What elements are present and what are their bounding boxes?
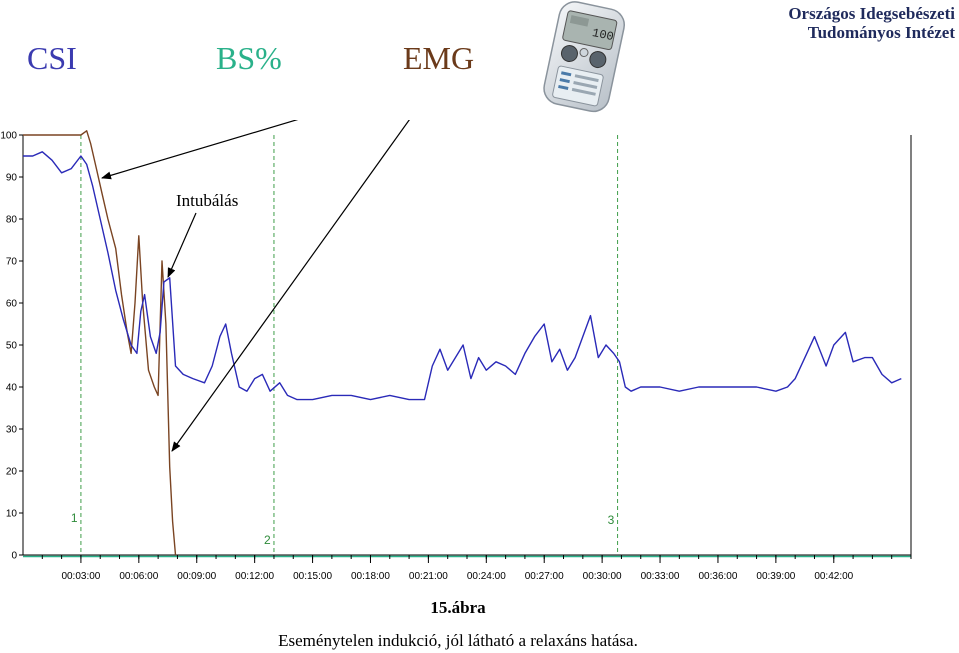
legend-csi: CSI (27, 40, 77, 76)
intubation-arrow (167, 212, 197, 278)
series-line-csi (23, 151, 902, 401)
x-tick-label: 00:03:00 (61, 571, 100, 582)
event-markers: 1 2 3 (71, 135, 619, 555)
x-tick-label: 00:33:00 (641, 571, 680, 582)
y-tick-label: 0 (11, 551, 17, 562)
x-tick-label: 00:30:00 (583, 571, 622, 582)
x-tick-label: 00:27:00 (525, 571, 564, 582)
y-tick-label: 100 (0, 131, 17, 142)
x-tick-label: 00:36:00 (698, 571, 737, 582)
y-tick-label: 30 (6, 425, 18, 436)
y-tick-label: 80 (6, 215, 18, 226)
x-tick-label: 00:42:00 (814, 571, 853, 582)
institute-line-2: Tudományos Intézet (807, 23, 955, 42)
x-tick-label: 00:24:00 (467, 571, 506, 582)
x-tick-label: 00:39:00 (756, 571, 795, 582)
y-axis: 0 10 20 30 40 50 60 70 80 90 100 (0, 131, 24, 562)
y-tick-label: 60 (6, 299, 18, 310)
x-tick-label: 00:06:00 (119, 571, 158, 582)
legend-emg: EMG (403, 40, 475, 76)
figure-caption: Eseménytelen indukció, jól látható a rel… (278, 631, 638, 650)
event-marker-label: 3 (608, 513, 615, 527)
emg-arrow-1 (101, 120, 299, 180)
institute-line-1: Országos Idegsebészeti (788, 4, 955, 23)
cerebral-state-monitor-device-icon: 100 (543, 1, 626, 113)
x-tick-label: 00:18:00 (351, 571, 390, 582)
y-tick-label: 70 (6, 257, 18, 268)
series-line-emg (23, 130, 177, 556)
legend-bs-percent: BS% (216, 40, 282, 76)
x-tick-label: 00:12:00 (235, 571, 274, 582)
emg-arrow-2 (171, 120, 410, 452)
y-tick-label: 50 (6, 341, 18, 352)
y-tick-label: 10 (6, 509, 18, 520)
series-lines (23, 130, 902, 556)
event-marker-label: 2 (264, 533, 271, 547)
device-display-value: 100 (591, 26, 615, 44)
institute-name: Országos Idegsebészeti Tudományos Intéze… (788, 4, 955, 42)
y-tick-label: 40 (6, 383, 18, 394)
x-tick-label: 00:21:00 (409, 571, 448, 582)
annotations: Intubálás (101, 120, 410, 452)
x-tick-label: 00:15:00 (293, 571, 332, 582)
y-tick-label: 20 (6, 467, 18, 478)
x-tick-label: 00:09:00 (177, 571, 216, 582)
figure-number: 15.ábra (430, 598, 486, 617)
annotation-intubation: Intubálás (176, 191, 238, 210)
event-marker-label: 1 (71, 511, 78, 525)
x-axis: 00:03:00 00:06:00 00:09:00 00:12:00 00:15:00… (23, 135, 912, 582)
y-tick-label: 90 (6, 173, 18, 184)
